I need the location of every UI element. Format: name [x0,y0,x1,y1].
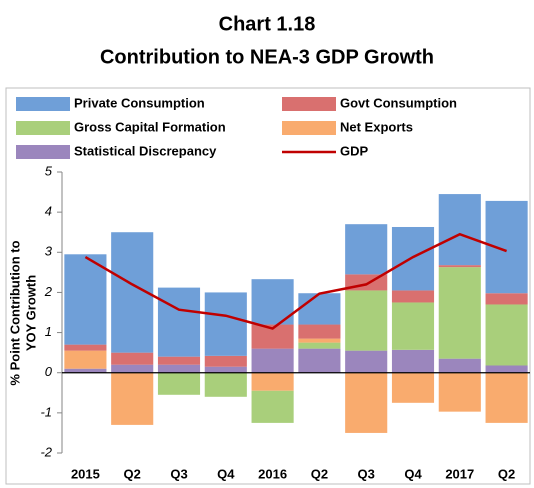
bar-segment [438,194,481,266]
bar-segment [345,372,388,433]
x-tick-label: Q4 [217,466,235,481]
bar-segment [391,372,435,403]
y-tick-label: 2 [44,284,53,299]
legend-swatch [282,121,336,135]
x-tick-label: Q2 [124,466,141,481]
legend-label: GDP [340,143,369,158]
legend-label: Private Consumption [74,95,205,110]
bar-segment [298,324,341,339]
legend-swatch [16,145,70,159]
y-tick-label: 3 [45,244,53,259]
bar-segment [345,224,388,275]
bar-segment [485,372,528,423]
legend-swatch [16,121,70,135]
x-tick-label: Q2 [498,466,515,481]
x-tick-label: Q4 [404,466,422,481]
bar-segment [298,342,341,349]
bar-segment [204,355,247,367]
bar-segment [391,349,435,373]
x-tick-label: Q3 [170,466,187,481]
bar-segment [64,344,107,351]
bar-segment [345,290,388,351]
bar-segment [298,348,341,373]
legend-label: Statistical Discrepancy [74,143,217,158]
bar-segment [391,226,435,291]
y-tick-label: 0 [45,364,53,379]
bar-segment [157,364,201,373]
bar-segment [251,372,294,391]
y-tick-label: 4 [45,204,52,219]
bar-segment [111,372,154,425]
bar-segment [64,254,107,345]
y-tick-label: 1 [45,324,52,339]
y-axis-label: YOY Growth [23,275,38,351]
bar-segment [298,293,341,325]
bar-segment [391,302,435,350]
legend-swatch [282,97,336,111]
bar-segment [345,350,388,373]
bar-segment [485,365,528,373]
y-axis-label: % Point Contribution to [7,240,22,385]
x-tick-label: 2016 [258,466,287,481]
legend-swatch [16,97,70,111]
bar-segment [391,290,435,303]
bar-segment [157,372,201,395]
bar-segment [157,287,201,357]
bar-segment [485,304,528,366]
bar-segment [438,372,481,412]
legend-label: Gross Capital Formation [74,119,226,134]
bar-segment [111,352,154,365]
legend-label: Govt Consumption [340,95,457,110]
bar-segment [485,293,528,305]
chart-title: Chart 1.18 [219,13,316,35]
legend-label: Net Exports [340,119,413,134]
bar-segment [111,364,154,373]
x-tick-label: Q2 [311,466,328,481]
bar-segment [251,390,294,423]
bar-segment [64,350,107,369]
bar-segment [204,372,247,397]
bar-segment [438,358,481,373]
bar-segment [438,265,481,268]
bar-segment [298,338,341,343]
bar-segment [204,292,247,356]
chart-title: Contribution to NEA-3 GDP Growth [100,46,434,68]
y-tick-label: -2 [40,444,52,459]
x-tick-label: Q3 [358,466,375,481]
x-tick-label: 2017 [445,466,474,481]
bar-segment [64,368,107,373]
bar-segment [157,356,201,365]
y-tick-label: 5 [45,163,53,178]
x-tick-label: 2015 [71,466,100,481]
gdp-line [84,232,508,330]
bar-segment [204,366,247,373]
y-tick-label: -1 [40,404,52,419]
bar-segment [251,348,294,373]
bar-segment [438,267,481,359]
